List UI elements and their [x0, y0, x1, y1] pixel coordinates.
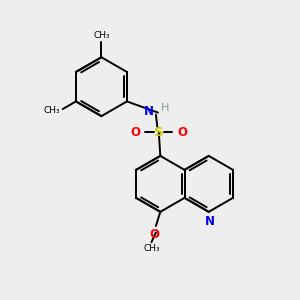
Text: CH₃: CH₃: [93, 32, 110, 40]
Text: O: O: [149, 228, 159, 241]
Text: S: S: [154, 126, 164, 139]
Text: CH₃: CH₃: [143, 244, 160, 253]
Text: N: N: [144, 105, 154, 118]
Text: O: O: [130, 126, 140, 139]
Text: CH₃: CH₃: [44, 106, 60, 115]
Text: H: H: [161, 103, 169, 113]
Text: N: N: [205, 215, 215, 228]
Text: O: O: [178, 126, 188, 139]
